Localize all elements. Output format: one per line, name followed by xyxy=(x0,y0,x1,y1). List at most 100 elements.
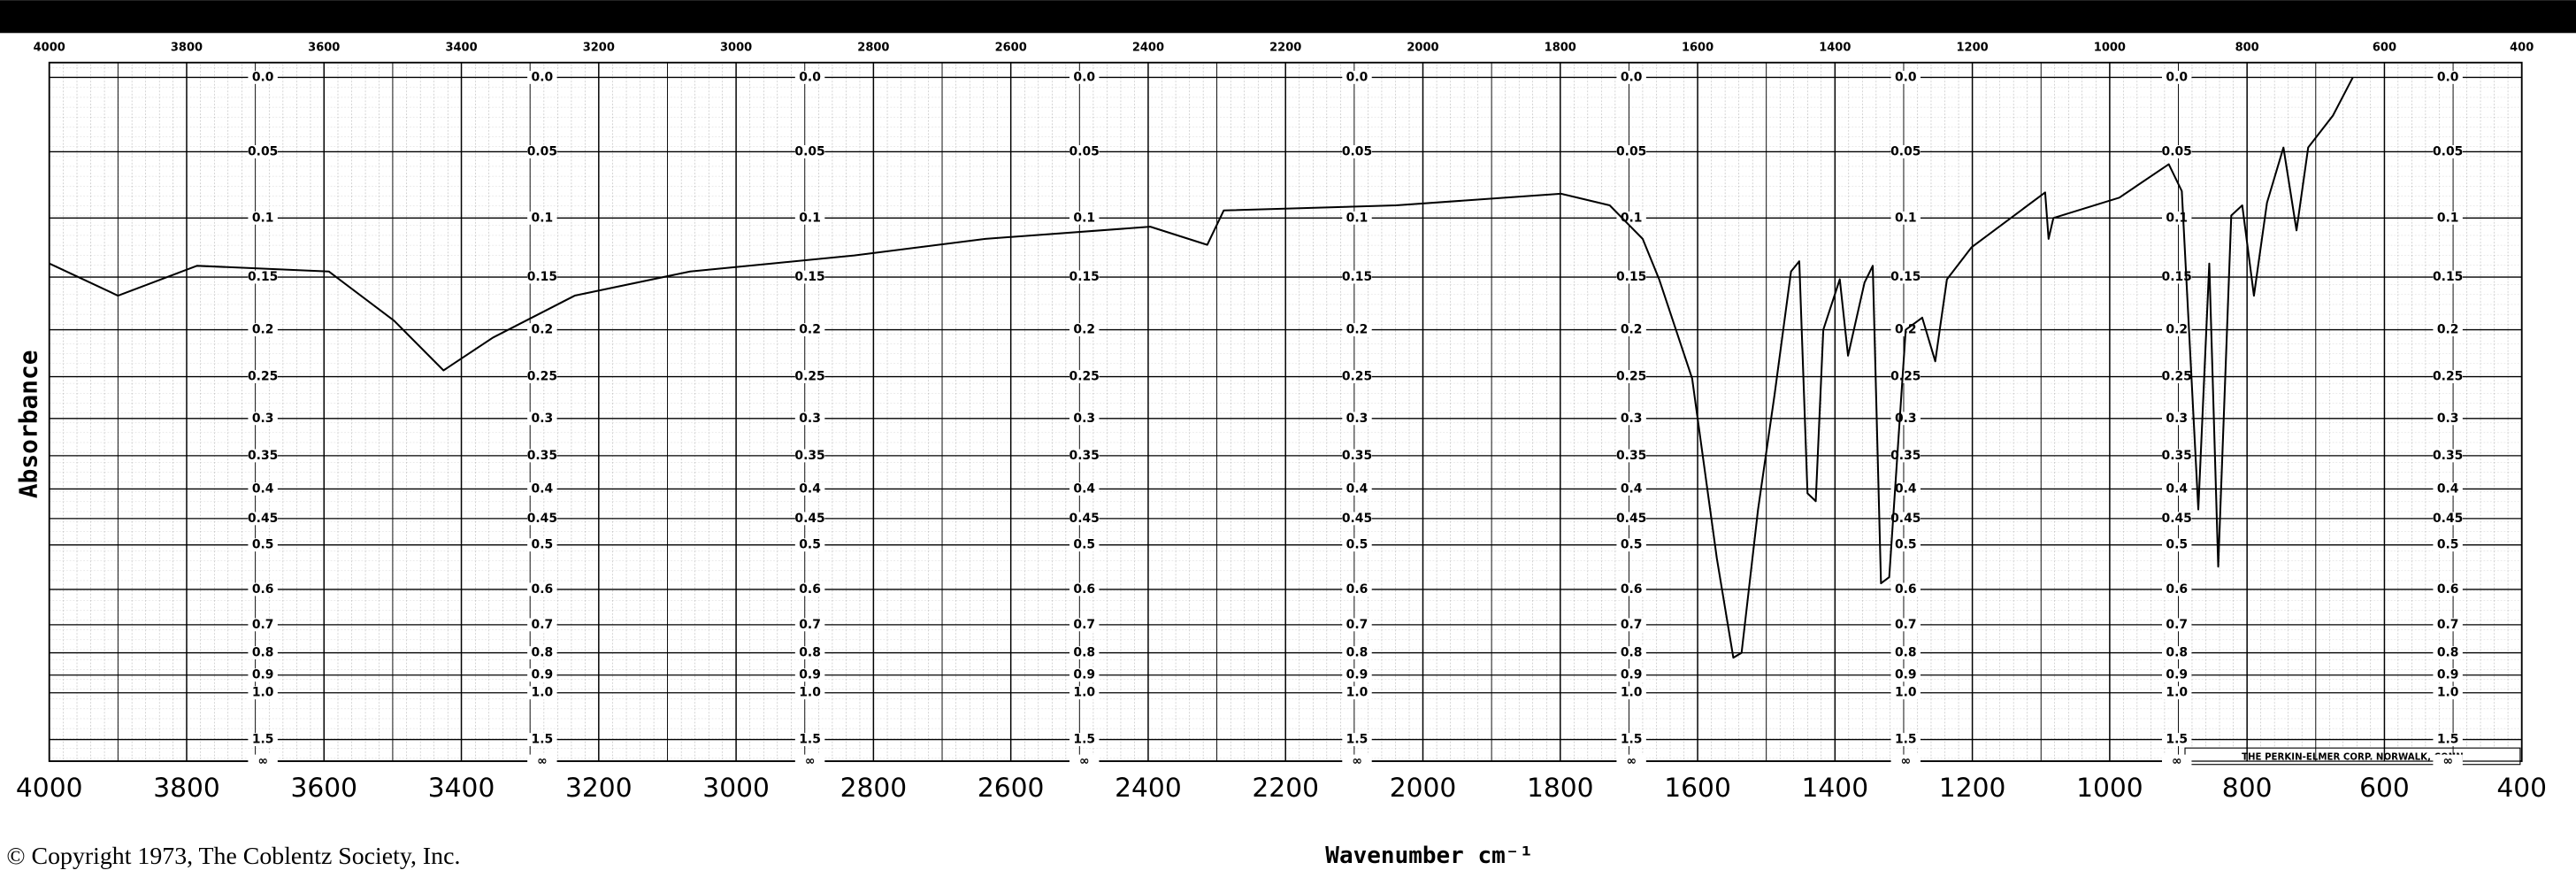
y-tick-label-bg xyxy=(248,512,278,526)
y-tick-label: ∞ xyxy=(1900,754,1911,768)
x-tick-label: 1200 xyxy=(1939,773,2006,804)
y-tick-label-bg xyxy=(1070,733,1100,746)
y-tick-label-bg xyxy=(2162,449,2192,463)
y-tick-label-bg xyxy=(1616,582,1646,597)
x-tick-label-top: 1200 xyxy=(1957,42,1989,55)
y-tick-label-bg xyxy=(527,412,557,426)
y-tick-label: ∞ xyxy=(1079,754,1090,768)
y-tick-label: 1.0 xyxy=(252,686,274,700)
y-tick-label-bg xyxy=(2433,668,2463,682)
y-tick-label-bg xyxy=(1890,412,1920,426)
y-tick-label-bg xyxy=(527,582,557,597)
y-tick-label: 0.6 xyxy=(1621,582,1643,597)
y-tick-label: 0.35 xyxy=(1890,449,1920,463)
y-tick-label: 0.25 xyxy=(1342,370,1372,384)
y-tick-label-bg xyxy=(527,733,557,746)
y-tick-label: 0.4 xyxy=(1346,481,1368,496)
y-tick-label-bg xyxy=(794,211,825,225)
y-tick-label: 1.5 xyxy=(252,733,274,747)
y-tick-label-bg xyxy=(1342,71,1372,84)
y-tick-label-bg xyxy=(1070,512,1100,526)
y-tick-label: 0.15 xyxy=(1616,270,1646,284)
y-tick-label: 0.5 xyxy=(532,538,554,552)
y-tick-label: 0.15 xyxy=(248,270,278,284)
y-tick-label: 0.25 xyxy=(2162,370,2192,384)
y-tick-label-bg xyxy=(2433,733,2463,746)
y-tick-label: ∞ xyxy=(257,754,268,768)
y-tick-label: 0.25 xyxy=(794,370,824,384)
y-tick-label-bg xyxy=(794,582,825,597)
y-tick-label: 0.2 xyxy=(532,323,554,337)
y-tick-label-bg xyxy=(1616,733,1646,746)
y-tick-label: 0.05 xyxy=(1342,144,1372,158)
y-tick-label: 0.1 xyxy=(252,211,274,225)
y-tick-label: 0.0 xyxy=(2437,70,2459,84)
y-tick-label: 0.9 xyxy=(532,668,554,682)
y-tick-label: 0.45 xyxy=(1616,512,1646,526)
y-tick-label-bg xyxy=(1616,668,1646,682)
y-tick-label: 0.4 xyxy=(2437,481,2459,496)
y-tick-label: 0.05 xyxy=(794,144,824,158)
y-tick-label-bg xyxy=(2433,412,2463,426)
y-tick-label-bg xyxy=(248,754,278,768)
y-tick-label: 0.35 xyxy=(794,449,824,463)
y-tick-label: 0.2 xyxy=(799,323,821,337)
x-tick-label-top: 1000 xyxy=(2094,42,2126,55)
y-tick-label: 0.3 xyxy=(2437,412,2459,426)
y-tick-label: 0.15 xyxy=(1890,270,1920,284)
x-tick-label-top: 1400 xyxy=(1819,42,1851,55)
y-tick-label-bg xyxy=(1342,618,1372,632)
y-tick-label-bg xyxy=(2433,145,2463,158)
y-tick-label: 0.45 xyxy=(2433,512,2463,526)
y-tick-label-bg xyxy=(2162,512,2192,526)
y-tick-label: ∞ xyxy=(537,754,548,768)
y-tick-label: 0.1 xyxy=(1346,211,1368,225)
y-tick-label: 0.8 xyxy=(799,646,821,660)
y-tick-label: 0.0 xyxy=(1621,70,1643,84)
y-tick-label: 1.0 xyxy=(799,686,821,700)
y-tick-label: 0.3 xyxy=(252,412,274,426)
y-tick-label: ∞ xyxy=(805,754,816,768)
y-tick-label: 0.6 xyxy=(1895,582,1917,597)
y-tick-label: 0.45 xyxy=(794,512,824,526)
y-tick-label-bg xyxy=(1616,270,1646,284)
y-tick-label-bg xyxy=(1616,412,1646,426)
y-tick-label: 1.0 xyxy=(2437,686,2459,700)
y-tick-label-bg xyxy=(794,412,825,426)
y-tick-label: 0.25 xyxy=(1616,370,1646,384)
y-tick-label: 0.9 xyxy=(252,668,274,682)
copyright: © Copyright 1973, The Coblentz Society, … xyxy=(6,843,460,870)
x-tick-label: 1800 xyxy=(1527,773,1594,804)
x-tick-label: 3400 xyxy=(428,773,495,804)
y-tick-label-bg xyxy=(1616,449,1646,463)
x-tick-label: 4000 xyxy=(16,773,83,804)
y-tick-label-bg xyxy=(2433,618,2463,632)
x-tick-label-top: 2200 xyxy=(1269,42,1301,55)
y-tick-label-bg xyxy=(248,270,278,284)
y-tick-label-bg xyxy=(527,512,557,526)
y-tick-label-bg xyxy=(2162,668,2192,682)
y-tick-label-bg xyxy=(794,482,825,496)
y-tick-label-bg xyxy=(1616,754,1646,768)
y-tick-label: 0.35 xyxy=(527,449,557,463)
y-tick-label: 0.35 xyxy=(1342,449,1372,463)
y-tick-label: 0.35 xyxy=(2162,449,2192,463)
x-tick-label-top: 2000 xyxy=(1407,42,1438,55)
y-tick-label: 0.45 xyxy=(1342,512,1372,526)
x-tick-label-top: 1800 xyxy=(1545,42,1576,55)
y-tick-label: 0.8 xyxy=(1895,646,1917,660)
y-tick-label-bg xyxy=(1070,754,1100,768)
y-tick-label-bg xyxy=(1616,370,1646,383)
y-tick-label: 0.5 xyxy=(1346,538,1368,552)
y-tick-label: 0.2 xyxy=(2437,323,2459,337)
y-tick-label: 0.4 xyxy=(532,481,554,496)
y-tick-label: 0.3 xyxy=(1346,412,1368,426)
y-tick-label-bg xyxy=(527,270,557,284)
y-tick-label: 0.6 xyxy=(799,582,821,597)
y-tick-label-bg xyxy=(794,733,825,746)
y-tick-label-bg xyxy=(2433,582,2463,597)
y-tick-label: 0.45 xyxy=(1070,512,1100,526)
y-tick-label-bg xyxy=(2162,145,2192,158)
y-tick-label: 0.35 xyxy=(1070,449,1100,463)
y-tick-label-bg xyxy=(2162,370,2192,383)
